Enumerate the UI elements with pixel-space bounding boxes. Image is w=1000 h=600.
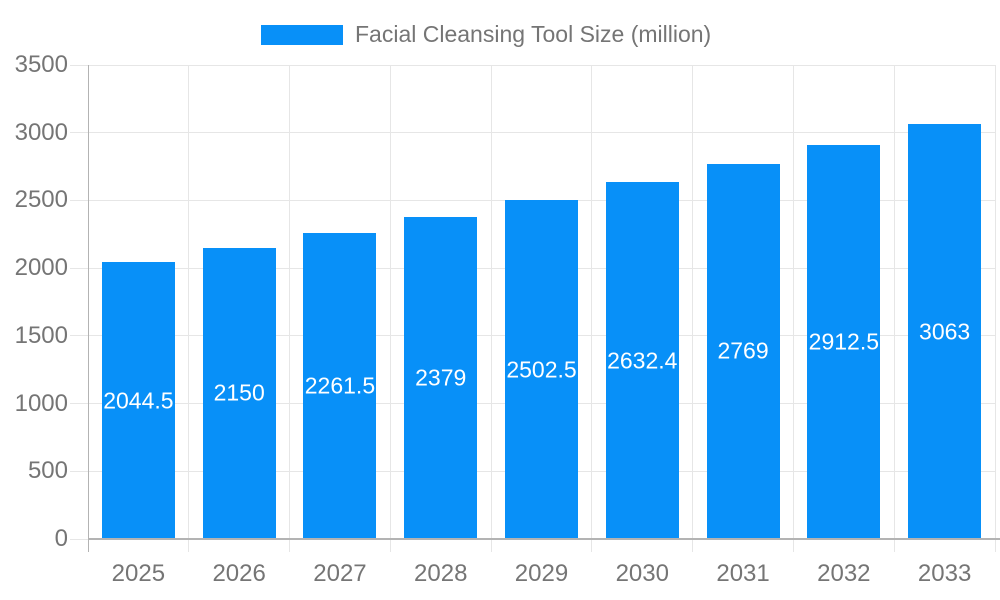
x-tick xyxy=(792,539,794,552)
legend-swatch-icon xyxy=(261,24,343,45)
bar-value-label: 2912.5 xyxy=(808,328,880,355)
x-tick xyxy=(87,539,89,552)
bar-value-label: 2632.4 xyxy=(607,347,678,374)
y-tick xyxy=(70,64,88,66)
x-gridline xyxy=(289,65,291,539)
y-axis-line xyxy=(87,65,89,539)
y-axis-tick-label: 3500 xyxy=(14,51,68,78)
x-tick xyxy=(893,539,895,552)
x-tick xyxy=(389,539,391,552)
bar[interactable] xyxy=(706,163,780,539)
y-axis-tick-label: 3000 xyxy=(14,118,68,146)
bar[interactable] xyxy=(202,247,276,539)
x-gridline xyxy=(188,65,190,539)
y-axis-tick-label: 0 xyxy=(54,525,68,552)
x-axis-tick-label: 2029 xyxy=(514,560,569,587)
y-gridline xyxy=(88,132,995,134)
x-gridline xyxy=(893,65,895,539)
y-gridline xyxy=(88,64,995,66)
x-tick xyxy=(490,539,492,552)
y-axis-tick-label: 1000 xyxy=(14,389,68,417)
x-tick xyxy=(188,539,190,552)
x-tick xyxy=(289,539,291,552)
y-axis-tick-label: 2500 xyxy=(14,186,68,214)
x-axis-tick-label: 2032 xyxy=(817,560,871,587)
chart-legend[interactable]: Facial Cleansing Tool Size (million) xyxy=(261,23,711,46)
bar-value-label: 2044.5 xyxy=(103,387,174,414)
x-axis-tick-label: 2025 xyxy=(111,560,166,587)
bar[interactable] xyxy=(303,232,377,539)
legend-label: Facial Cleansing Tool Size (million) xyxy=(355,21,712,47)
bar[interactable] xyxy=(404,216,478,539)
bar-value-label: 2261.5 xyxy=(304,372,376,399)
y-axis-tick-label: 1500 xyxy=(14,321,68,349)
y-tick xyxy=(70,335,88,337)
y-tick xyxy=(70,403,88,405)
y-axis-tick-label: 2000 xyxy=(14,254,68,282)
x-axis-tick-label: 2033 xyxy=(917,560,972,587)
bar-value-label: 2150 xyxy=(213,379,265,406)
x-tick xyxy=(591,539,593,552)
bar-value-label: 2379 xyxy=(415,364,467,391)
bar-value-label: 2769 xyxy=(717,337,769,364)
x-gridline xyxy=(792,65,794,539)
y-tick xyxy=(70,470,88,472)
x-gridline xyxy=(389,65,391,539)
bar[interactable] xyxy=(807,144,881,539)
x-gridline xyxy=(591,65,593,539)
y-tick xyxy=(70,267,88,269)
x-axis-line xyxy=(88,538,1000,540)
x-tick xyxy=(692,539,694,552)
y-tick xyxy=(70,199,88,201)
bar[interactable] xyxy=(605,182,679,539)
y-tick xyxy=(70,132,88,134)
bar[interactable] xyxy=(505,200,578,539)
y-axis-tick-label: 500 xyxy=(27,457,68,485)
bar[interactable] xyxy=(908,124,982,539)
y-tick xyxy=(70,538,88,540)
x-tick xyxy=(994,539,996,552)
bar-value-label: 3063 xyxy=(919,318,971,345)
bar-value-label: 2502.5 xyxy=(506,356,577,383)
x-axis-tick-label: 2031 xyxy=(716,560,770,587)
x-gridline xyxy=(994,65,996,539)
bar[interactable] xyxy=(101,262,175,539)
x-axis-tick-label: 2027 xyxy=(313,560,367,587)
x-axis-tick-label: 2030 xyxy=(615,560,669,587)
x-gridline xyxy=(692,65,694,539)
x-axis-tick-label: 2026 xyxy=(212,560,266,587)
x-gridline xyxy=(490,65,492,539)
x-axis-tick-label: 2028 xyxy=(414,560,468,587)
